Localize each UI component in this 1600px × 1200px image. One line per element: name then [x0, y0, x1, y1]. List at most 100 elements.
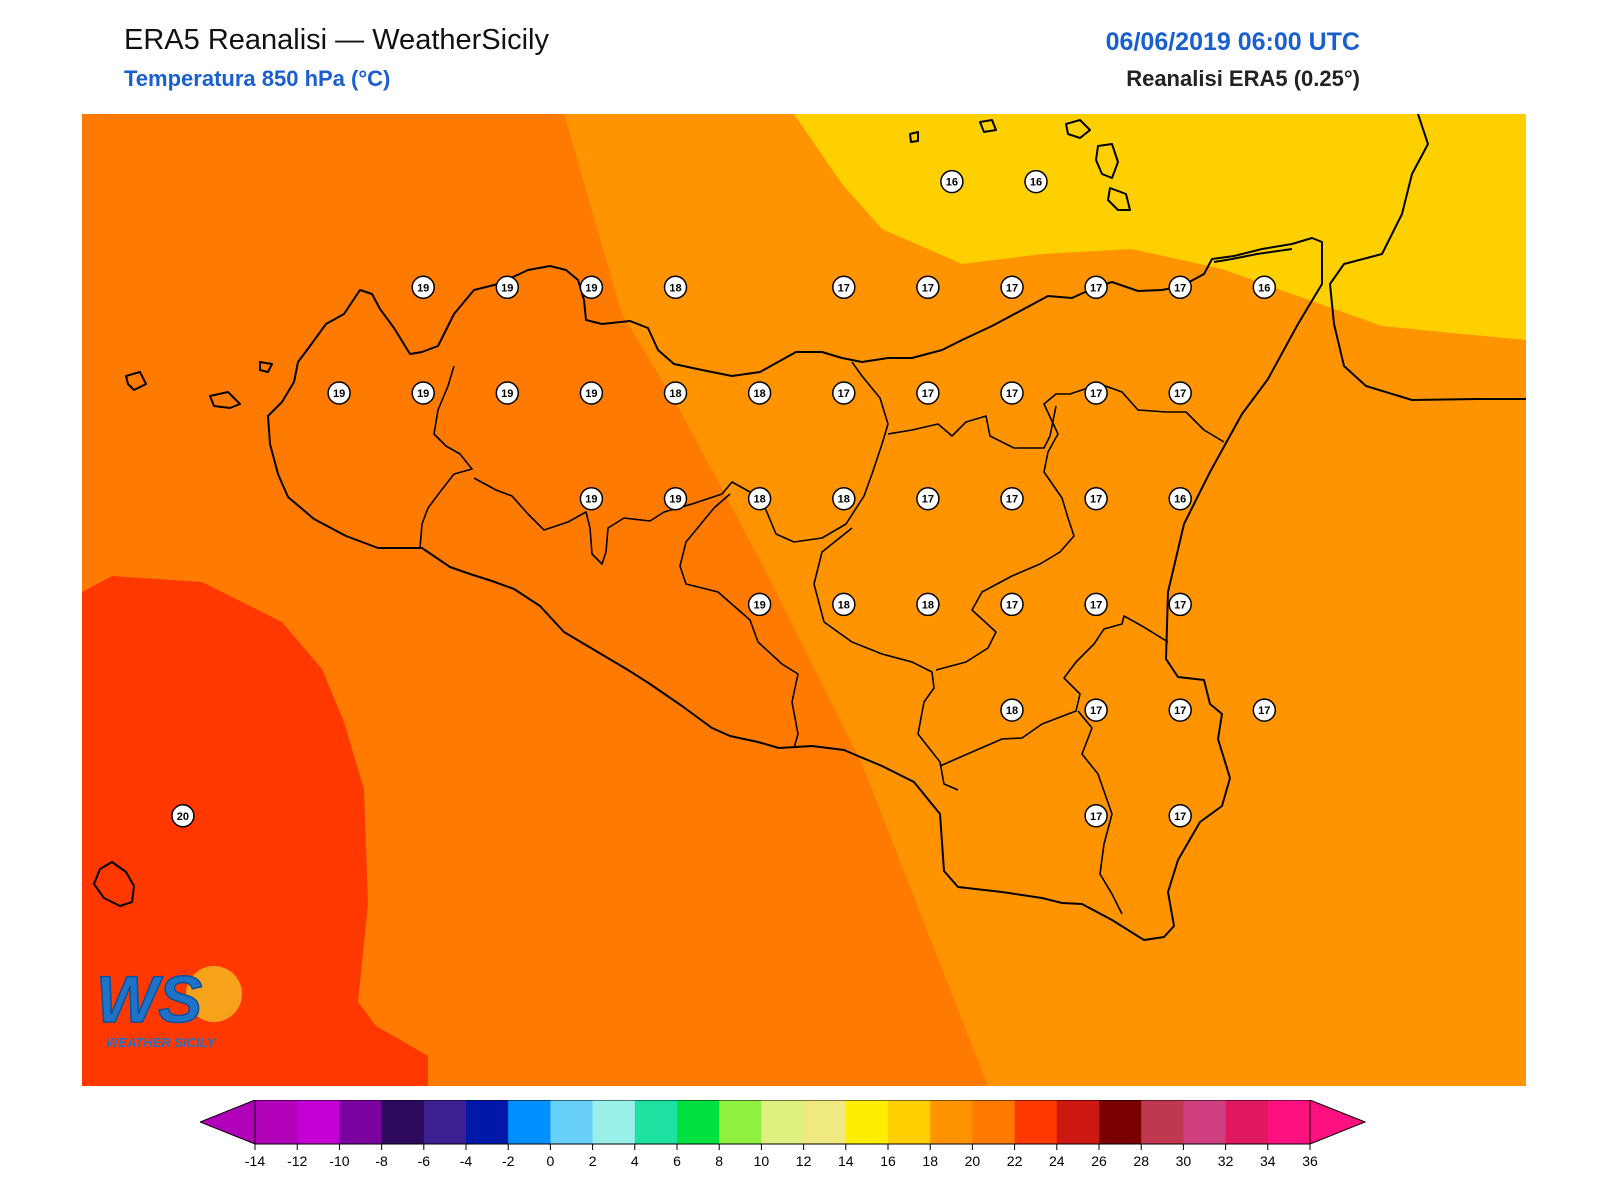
- station-marker: 19: [747, 592, 772, 617]
- model-label: Reanalisi ERA5 (0.25°): [1126, 66, 1360, 91]
- station-circle: [1084, 275, 1108, 300]
- station-marker: 17: [1252, 698, 1277, 722]
- station-value: 19: [501, 282, 513, 294]
- station-circle: [1084, 698, 1108, 722]
- station-value: 17: [1006, 282, 1018, 294]
- station-circle: [663, 275, 688, 300]
- colorbar-cell: [634, 1100, 678, 1144]
- colorbar-tick-label: 28: [1133, 1153, 1149, 1169]
- map-title: ERA5 Reanalisi — WeatherSicily: [124, 24, 549, 56]
- colorbar-cell: [297, 1100, 340, 1144]
- border-messina-catania: [1043, 383, 1225, 453]
- station-marker: 17: [1084, 592, 1108, 617]
- colorbar-tick-label: 14: [838, 1153, 854, 1169]
- colorbar-cell: [550, 1100, 594, 1144]
- colorbar-cell: [1056, 1100, 1100, 1144]
- station-circle: [1000, 275, 1024, 300]
- temperature-band-22-24: [82, 576, 428, 1086]
- station-marker: 20: [171, 804, 195, 828]
- station-marker: 17: [1084, 804, 1108, 828]
- colorbar-cell: [1014, 1100, 1058, 1144]
- lipari-island: [1095, 143, 1119, 179]
- station-circle: [1000, 592, 1024, 617]
- border-caltanissetta-agrigento: [679, 493, 799, 749]
- colorbar-cells: [254, 1100, 1311, 1145]
- temperature-map: 16 16 19 19 19 18 17 17 17 17 17 16 19 19 19 19 18 18 17 17…: [82, 114, 1526, 1086]
- colorbar-tick-label: 30: [1176, 1153, 1192, 1169]
- station-value: 17: [1090, 282, 1102, 294]
- station-value: 17: [922, 388, 934, 400]
- station-circle: [1168, 275, 1192, 300]
- station-marker: 17: [1084, 275, 1108, 300]
- station-marker: 17: [1168, 592, 1192, 617]
- colorbar-max-arrow: [1309, 1100, 1367, 1145]
- colorbar-tick-label: 18: [922, 1153, 938, 1169]
- filicudi-island: [979, 119, 997, 133]
- colorbar-cell: [677, 1100, 720, 1144]
- alicudi-island: [909, 131, 919, 143]
- station-marker: 19: [579, 275, 604, 300]
- colorbar-cell: [803, 1100, 847, 1144]
- colorbar-tick-label: 32: [1218, 1153, 1234, 1169]
- colorbar-tick-label: 8: [715, 1153, 723, 1169]
- station-circle: [832, 592, 856, 617]
- station-value: 16: [1030, 177, 1042, 189]
- station-circle: [1168, 592, 1192, 617]
- station-circle: [495, 381, 520, 405]
- station-value: 18: [1006, 705, 1018, 717]
- colorbar-cell: [423, 1100, 467, 1144]
- border-enna-catania: [935, 451, 1075, 671]
- station-circle: [663, 381, 688, 405]
- colorbar-tick-label: 24: [1049, 1153, 1065, 1169]
- colorbar-tick-label: 12: [796, 1153, 812, 1169]
- station-circle: [327, 381, 351, 405]
- station-value: 20: [177, 811, 189, 823]
- station-value: 19: [585, 494, 597, 506]
- pantelleria-island: [93, 861, 135, 907]
- station-marker: 19: [579, 486, 604, 511]
- station-marker: 16: [1168, 486, 1192, 511]
- station-value: 17: [1006, 494, 1018, 506]
- weather-sicily-logo: WS WEATHER SICILY: [95, 961, 242, 1050]
- station-marker: 18: [1000, 698, 1024, 722]
- station-circle: [1168, 486, 1192, 511]
- calabria-tyrrhenian-coast: [1213, 248, 1293, 263]
- station-marker: 18: [747, 381, 772, 405]
- valid-datetime: 06/06/2019 06:00 UTC: [1105, 28, 1360, 56]
- station-value: 17: [1090, 811, 1102, 823]
- station-circle: [1252, 275, 1277, 300]
- station-circle: [1024, 169, 1048, 194]
- station-marker: 17: [1000, 275, 1024, 300]
- station-value: 19: [417, 282, 429, 294]
- colorbar-cell: [1225, 1100, 1269, 1144]
- station-value: 17: [1090, 494, 1102, 506]
- station-marker: 17: [1000, 381, 1024, 405]
- colorbar-tick-label: 20: [965, 1153, 981, 1169]
- colorbar-tick-label: 16: [880, 1153, 896, 1169]
- station-marker: 18: [916, 592, 940, 617]
- station-value: 19: [417, 388, 429, 400]
- colorbar-tick-label: 0: [547, 1153, 555, 1169]
- station-circle: [1084, 486, 1108, 511]
- colorbar-tick-label: 2: [589, 1153, 597, 1169]
- station-marker: 18: [663, 275, 688, 300]
- station-circle: [1168, 698, 1192, 722]
- colorbar-tick-label: 4: [631, 1153, 639, 1169]
- station-marker: 17: [916, 486, 940, 511]
- station-circle: [747, 381, 772, 405]
- station-marker: 18: [832, 592, 856, 617]
- station-markers: 16 16 19 19 19 18 17 17 17 17 17 16 19 19 19 19 18 18 17 17…: [171, 169, 1277, 828]
- station-marker: 17: [1084, 698, 1108, 722]
- colorbar-cell: [761, 1100, 805, 1144]
- station-marker: 17: [916, 381, 940, 405]
- station-value: 17: [922, 494, 934, 506]
- station-marker: 19: [663, 486, 688, 511]
- logo-sun-icon: [186, 966, 242, 1022]
- colorbar-tick-label: 6: [673, 1153, 681, 1169]
- border-ragusa-siracusa: [1077, 710, 1123, 915]
- calabria-coastline: [1329, 114, 1526, 401]
- station-value: 17: [1006, 388, 1018, 400]
- station-marker: 16: [1252, 275, 1277, 300]
- border-palermo-agrigento: [473, 477, 723, 565]
- colorbar-tick-label: 36: [1302, 1153, 1318, 1169]
